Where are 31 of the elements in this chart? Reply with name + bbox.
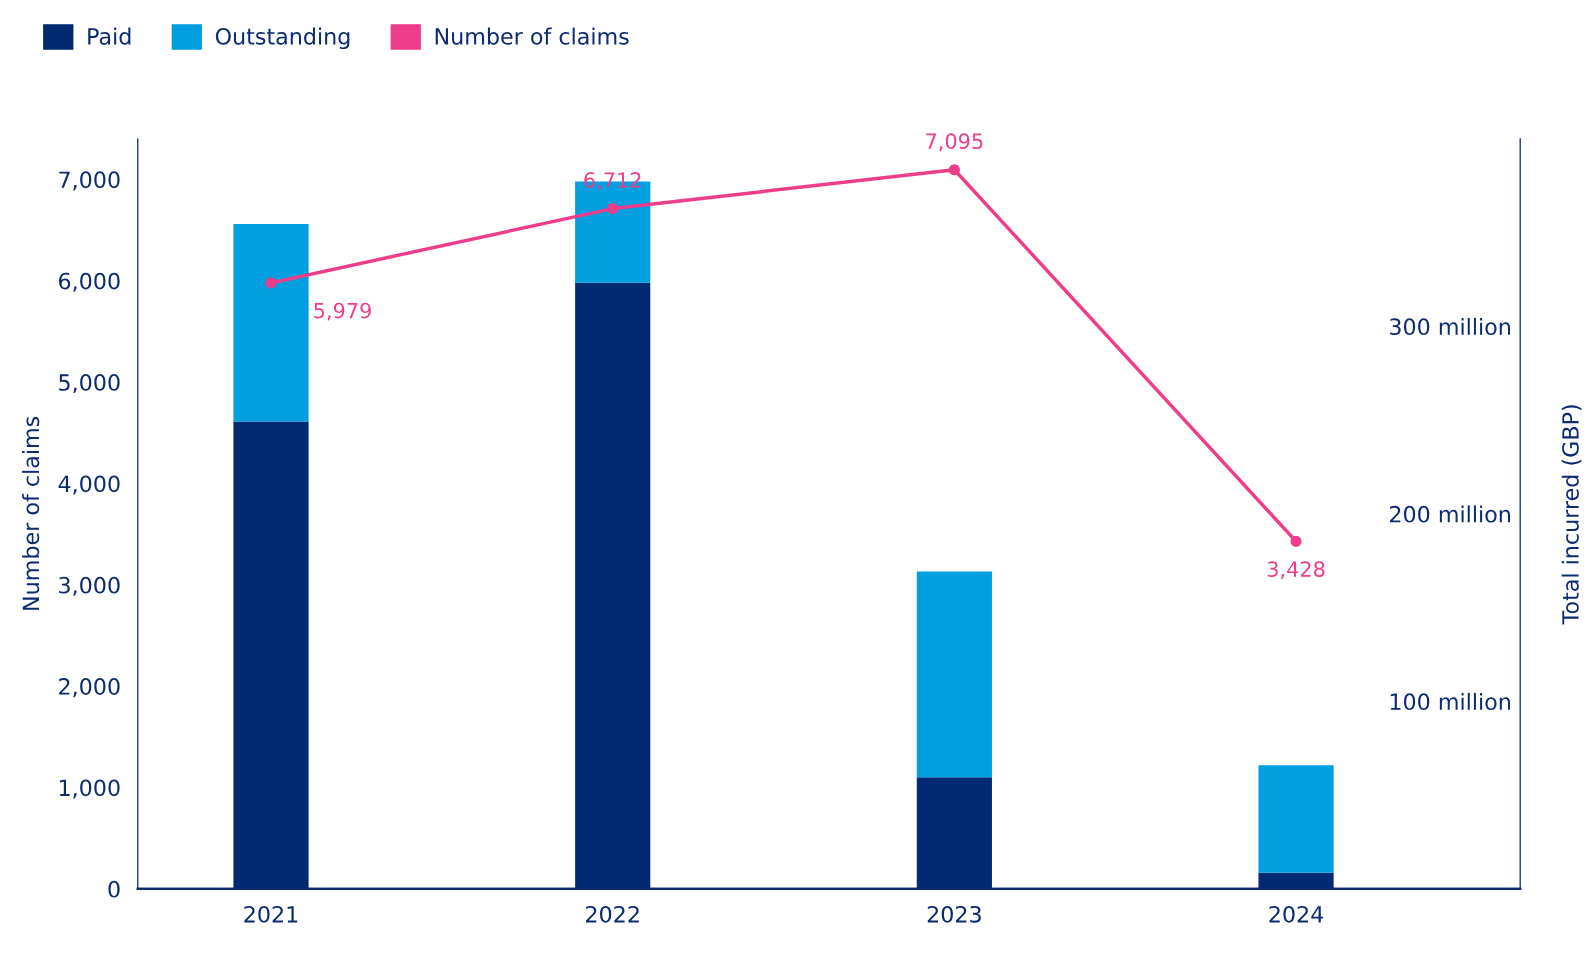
y-axis-title: Number of claims: [22, 416, 40, 610]
x-tick-label: 2023: [927, 905, 981, 923]
y2-axis-title: Total incurred (GBP): [1561, 405, 1582, 625]
y-tick-label: 5,000: [59, 374, 120, 394]
legend-label: Outstanding: [215, 27, 350, 50]
point: [607, 203, 619, 215]
y-tick-label: 3,000: [59, 576, 120, 596]
y-tick-label: 6,000: [59, 272, 120, 292]
y2-tick-label: 100 million: [1390, 692, 1510, 711]
legend-label: Number of claims: [435, 27, 629, 45]
bar: [233, 223, 309, 422]
data-label: 5,979: [314, 302, 371, 321]
y-tick-label: 1,000: [59, 779, 120, 799]
data-label: 6,712: [584, 172, 641, 191]
y-tick-label: 2,000: [59, 678, 120, 698]
point: [265, 277, 277, 289]
y-tick-label: 7,000: [59, 171, 120, 191]
y2-tick-label: 200 million: [1389, 505, 1510, 523]
bar: [1258, 765, 1334, 873]
data-label: 3,428: [1267, 561, 1325, 580]
bar: [916, 571, 992, 778]
point: [1290, 535, 1302, 547]
x-tick-label: 2021: [244, 905, 298, 923]
y-tick-label: 0: [108, 880, 120, 898]
y-tick-label: 4,000: [58, 475, 120, 495]
point: [948, 164, 960, 176]
y2-tick-label: 300 million: [1390, 317, 1510, 336]
x-tick-label: 2024: [1269, 905, 1324, 923]
x-tick-label: 2022: [586, 905, 639, 923]
legend-label: Paid: [88, 27, 131, 45]
data-label: 7,095: [926, 133, 983, 152]
